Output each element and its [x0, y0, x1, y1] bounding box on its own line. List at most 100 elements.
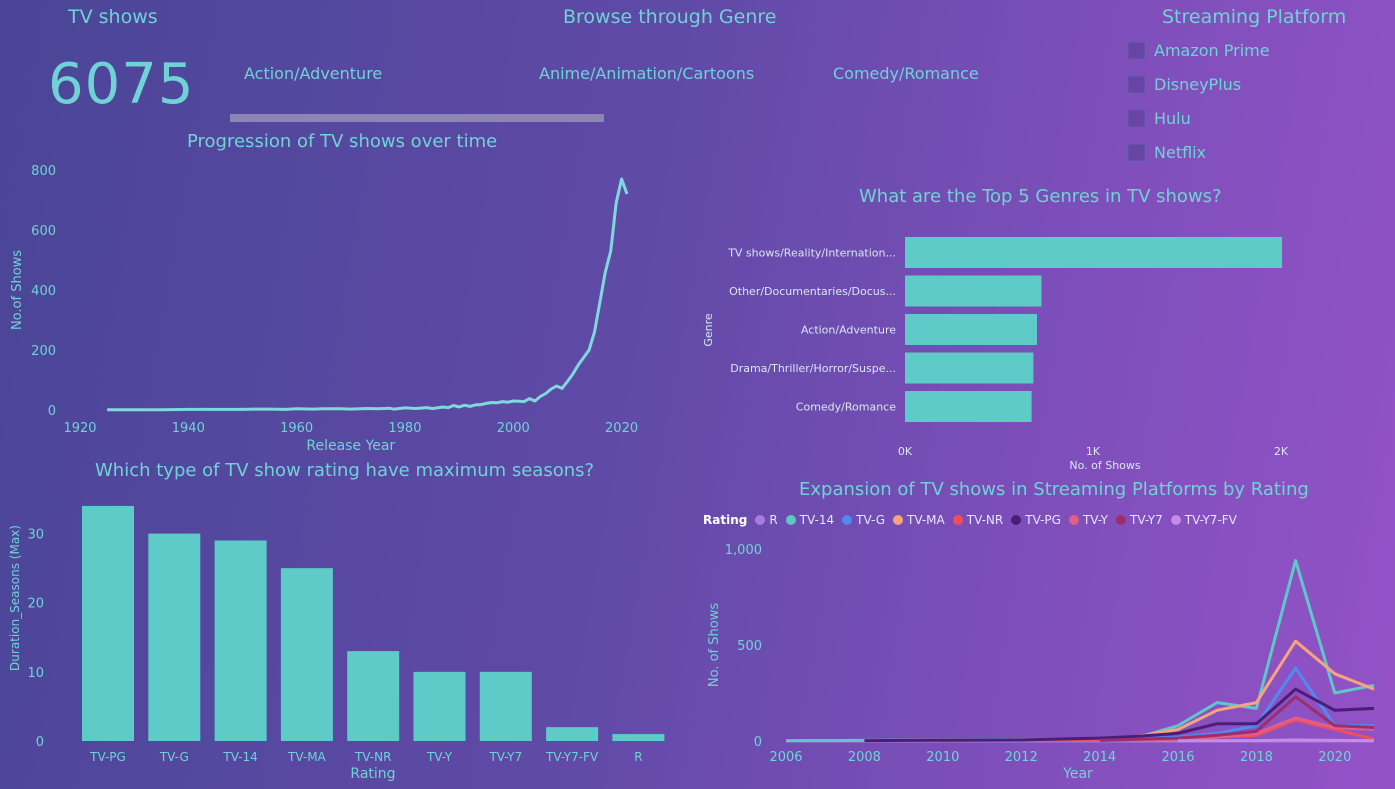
platform-label: Netflix	[1154, 143, 1207, 162]
x-tick-label: 0K	[898, 445, 913, 458]
x-tick-label: 1980	[388, 421, 421, 436]
y-axis-label: Duration_Seasons (Max)	[8, 525, 22, 671]
x-axis-label: Rating	[350, 766, 395, 782]
category-label: TV-Y	[426, 750, 453, 764]
bar	[905, 352, 1034, 384]
top-genres-bar-chart: TV shows/Reality/Internation... Other/Doc…	[702, 237, 1289, 472]
category-label: TV-G	[159, 750, 189, 764]
bar	[214, 540, 267, 741]
legend-marker	[952, 515, 963, 525]
category-label: TV-Y7	[488, 750, 522, 764]
platform-chart-title: Expansion of TV shows in Streaming Platf…	[799, 479, 1309, 500]
progression-line-chart: 0 200 400 600 800 1920 1940 1960 1980 2000 2020 Rel…	[10, 164, 638, 454]
platform-option-disneyplus[interactable]: DisneyPlus	[1128, 75, 1241, 94]
legend-label: TV-PG	[1025, 513, 1061, 527]
x-tick-label: 2012	[1005, 750, 1038, 765]
platform-filter-title: Streaming Platform	[1162, 6, 1347, 28]
category-label: TV-NR	[354, 750, 391, 764]
legend-item[interactable]: TV-Y7	[1116, 513, 1163, 527]
legend-item[interactable]: R	[755, 513, 778, 527]
rating-legend: Rating R TV-14 TV-G TV-MA TV-NR TV-PG TV-Y TV-Y…	[703, 513, 1237, 527]
category-label: TV shows/Reality/Internation...	[727, 247, 896, 260]
category-label: Drama/Thriller/Horror/Suspe...	[730, 362, 896, 375]
legend-marker	[1068, 515, 1079, 525]
checkbox[interactable]	[1128, 110, 1145, 127]
y-tick-label: 1,000	[725, 543, 762, 558]
y-axis-label: No. of Shows	[707, 603, 722, 687]
legend-label: TV-Y7	[1130, 513, 1163, 527]
y-tick-label: 0	[754, 735, 762, 750]
series-line-tv-y7-fv	[1177, 738, 1375, 743]
series-line-tv-pg	[864, 687, 1375, 743]
genre-filter-title: Browse through Genre	[563, 6, 777, 28]
x-tick-label: 2020	[605, 421, 638, 436]
category-label: Action/Adventure	[801, 324, 896, 337]
y-tick-label: 0	[36, 735, 44, 750]
bar	[612, 734, 665, 741]
x-axis-label: Year	[1062, 766, 1093, 782]
platform-option-amazon-prime[interactable]: Amazon Prime	[1128, 41, 1270, 60]
series-line-tv-14	[785, 559, 1375, 743]
legend-marker	[1116, 515, 1127, 525]
rating-chart-title: Which type of TV show rating have maximu…	[95, 460, 595, 481]
x-tick-label: 1920	[63, 421, 96, 436]
x-tick-label: 2008	[848, 750, 881, 765]
legend-item[interactable]: TV-14	[785, 513, 834, 527]
platform-label: Amazon Prime	[1154, 41, 1270, 60]
legend-item[interactable]: TV-MA	[893, 513, 945, 527]
category-label: R	[634, 750, 642, 764]
legend-item[interactable]: TV-PG	[1011, 513, 1061, 527]
category-label: TV-Y7-FV	[545, 750, 599, 764]
y-tick-label: 10	[27, 666, 44, 681]
checkbox[interactable]	[1128, 42, 1145, 59]
legend-label: TV-Y7-FV	[1184, 513, 1237, 527]
x-tick-label: 2000	[497, 421, 530, 436]
x-tick-label: 2014	[1083, 750, 1116, 765]
y-tick-label: 800	[31, 164, 56, 179]
genre-chart-title: What are the Top 5 Genres in TV shows?	[859, 186, 1222, 207]
legend-label: TV-MA	[907, 513, 945, 527]
line-chart-title: Progression of TV shows over time	[187, 131, 498, 152]
y-tick-label: 600	[31, 224, 56, 239]
bar	[413, 671, 466, 741]
category-label: TV-PG	[89, 750, 126, 764]
series-line-tv-y7	[1099, 695, 1375, 742]
legend-marker	[755, 515, 766, 525]
legend-marker	[1011, 515, 1022, 525]
bar	[148, 533, 201, 741]
x-tick-label: 2020	[1318, 750, 1351, 765]
genre-button-action-adventure[interactable]: Action/Adventure	[244, 64, 383, 83]
genre-button-comedy-romance[interactable]: Comedy/Romance	[833, 64, 979, 83]
genre-scrollbar[interactable]	[230, 114, 604, 122]
bar	[905, 314, 1037, 345]
y-tick-label: 200	[31, 344, 56, 359]
platform-option-netflix[interactable]: Netflix	[1128, 143, 1206, 162]
bar	[905, 391, 1032, 422]
x-tick-label: 1940	[172, 421, 205, 436]
bar	[82, 505, 134, 741]
y-axis-label: Genre	[702, 313, 715, 347]
legend-marker	[893, 515, 904, 525]
category-label: Comedy/Romance	[796, 401, 896, 414]
legend-item[interactable]: TV-Y7-FV	[1170, 513, 1237, 527]
x-tick-label: 1960	[280, 421, 313, 436]
bar	[905, 237, 1283, 268]
platform-label: DisneyPlus	[1154, 75, 1242, 94]
genre-button-anime-animation[interactable]: Anime/Animation/Cartoons	[539, 64, 755, 83]
x-tick-label: 2006	[769, 750, 802, 765]
legend-label: TV-Y	[1082, 513, 1109, 527]
x-tick-label: 1K	[1086, 445, 1101, 458]
legend-item[interactable]: TV-G	[842, 513, 885, 527]
checkbox[interactable]	[1128, 144, 1145, 161]
bar	[280, 568, 333, 741]
platform-option-hulu[interactable]: Hulu	[1128, 109, 1191, 128]
checkbox[interactable]	[1128, 76, 1145, 93]
legend-item[interactable]: TV-Y	[1068, 513, 1109, 527]
platform-label: Hulu	[1154, 109, 1191, 128]
legend-item[interactable]: TV-NR	[952, 513, 1004, 527]
legend-marker	[1170, 515, 1181, 525]
y-tick-label: 0	[48, 404, 56, 419]
x-tick-label: 2010	[926, 750, 959, 765]
kpi-title: TV shows	[68, 6, 158, 28]
legend-label: TV-NR	[966, 513, 1004, 527]
